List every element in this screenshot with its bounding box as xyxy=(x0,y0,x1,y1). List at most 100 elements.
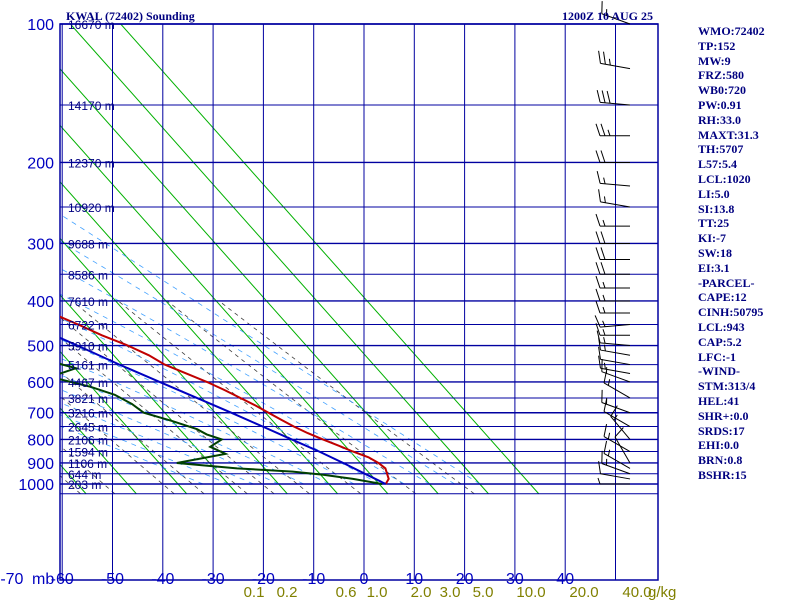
pressure-tick-label: 800 xyxy=(27,432,54,449)
index-14: KI:-7 xyxy=(698,231,726,246)
profile-line-2 xyxy=(60,336,387,485)
height-label: 1106 m xyxy=(68,457,107,471)
temperature-tick-label: -30 xyxy=(202,571,225,588)
moist-adiabat-line xyxy=(60,357,330,485)
index-28: EHI:0.0 xyxy=(698,438,740,453)
isotherm-line xyxy=(60,124,389,495)
temperature-tick-label: -50 xyxy=(101,571,124,588)
profile-line-0 xyxy=(60,315,390,485)
mixing-ratio-line xyxy=(218,300,475,495)
index-9: L57:5.4 xyxy=(698,157,737,172)
temperature-tick-label: -40 xyxy=(151,571,174,588)
height-label: 5910 m xyxy=(68,340,108,354)
temperature-tick-label: 40 xyxy=(556,571,574,588)
pressure-tick-label: 400 xyxy=(27,294,54,311)
wind-barb xyxy=(601,450,631,475)
mixing-ratio-line xyxy=(60,371,205,495)
index-5: PW:0.91 xyxy=(698,97,742,112)
wind-barb xyxy=(603,370,631,399)
height-label: 14170 m xyxy=(68,99,115,113)
wind-barb xyxy=(596,89,631,106)
mixing-ratio-label: 0.1 xyxy=(244,584,265,600)
height-label: 644 m xyxy=(68,468,101,482)
moist-adiabat-line xyxy=(60,267,430,485)
index-2: MW:9 xyxy=(698,53,731,68)
index-0: WMO:72402 xyxy=(698,24,765,38)
mixing-ratio-label: 0.6 xyxy=(336,584,357,600)
isotherm-line xyxy=(60,68,439,495)
pressure-isotherm-grid xyxy=(59,23,659,581)
wind-barb xyxy=(595,300,630,314)
wind-barb xyxy=(603,440,631,469)
index-7: MAXT:31.3 xyxy=(698,127,759,142)
index-30: BSHR:15 xyxy=(698,467,747,482)
index-21: CAP:5.2 xyxy=(698,334,742,349)
wind-barb xyxy=(598,337,631,356)
profile-lines xyxy=(60,315,390,485)
mixing-ratio-line xyxy=(60,395,175,495)
wind-barb xyxy=(610,405,631,440)
mixing-ratio-line xyxy=(60,337,248,495)
height-label: 1594 m xyxy=(68,446,108,460)
height-label: 16670 m xyxy=(68,18,115,32)
wind-barb xyxy=(595,288,630,302)
moist-adiabat-line xyxy=(60,213,481,485)
index-13: TT:25 xyxy=(698,216,730,231)
temperature-tick-label: 20 xyxy=(456,571,474,588)
mixing-ratio-label: 10.0 xyxy=(516,584,545,600)
wind-barb xyxy=(598,50,631,70)
isotherm-line xyxy=(120,24,540,495)
mixing-ratio-label: 1.0 xyxy=(367,584,388,600)
isotherm-line xyxy=(60,237,288,495)
index-15: SW:18 xyxy=(698,245,733,260)
index-8: TH:5707 xyxy=(698,142,744,157)
index-24: STM:313/4 xyxy=(698,379,756,394)
mixing-ratio-line xyxy=(60,445,115,495)
height-label: 9688 m xyxy=(68,237,108,251)
wind-barb xyxy=(598,346,631,366)
height-label: 6722 m xyxy=(68,318,108,332)
index-22: LFC:-1 xyxy=(698,349,736,364)
wind-barb xyxy=(601,1,631,25)
index-11: LI:5.0 xyxy=(698,186,730,201)
wind-barb xyxy=(596,330,631,347)
temperature-tick-label: 0 xyxy=(360,571,369,588)
index-12: SI:13.8 xyxy=(698,201,735,216)
isotherm-line xyxy=(0,24,36,494)
temperature-tick-label: 10 xyxy=(405,571,423,588)
moist-adiabat-line xyxy=(60,338,355,485)
index-6: RH:33.0 xyxy=(698,112,741,127)
moist-adiabat-line xyxy=(60,414,229,485)
x-unit-label: mb xyxy=(32,571,54,588)
temperature-tick-label: -20 xyxy=(252,571,275,588)
pressure-tick-label: 600 xyxy=(27,375,54,392)
temperature-tick-label: 30 xyxy=(506,571,524,588)
wind-barb xyxy=(595,247,630,260)
height-label: 12370 m xyxy=(68,156,115,170)
height-label: 7610 m xyxy=(68,295,108,309)
wind-barb xyxy=(594,315,631,328)
moist-adiabat-line xyxy=(60,402,254,485)
mixing-ratio-line xyxy=(117,300,361,495)
index-4: WB0:720 xyxy=(698,83,746,98)
pressure-tick-label: 100 xyxy=(27,17,54,34)
temperature-tick-label: -10 xyxy=(302,571,325,588)
sounding-title: KWAL (72402) Sounding xyxy=(66,9,195,23)
height-label: 2645 m xyxy=(68,421,108,435)
mixing-ratio-label: 0.2 xyxy=(277,584,298,600)
isotherm-line xyxy=(60,181,338,495)
index-17: -PARCEL- xyxy=(698,275,755,290)
mixing-ratio-unit: g/kg xyxy=(648,584,676,600)
wind-barb xyxy=(595,231,630,244)
height-label: 203 m xyxy=(68,478,101,492)
height-label: 10920 m xyxy=(68,201,115,215)
mixing-ratio-label: 20.0 xyxy=(569,584,598,600)
pressure-tick-label: 1000 xyxy=(18,477,54,494)
stability-indices: WMO:72402 TP:152 MW:9 FRZ:580 WB0:720 PW:0.91… xyxy=(698,24,765,483)
pressure-tick-label: 900 xyxy=(27,456,54,473)
index-25: HEL:41 xyxy=(698,393,740,408)
index-20: LCL:943 xyxy=(698,319,745,334)
pressure-tick-label: 200 xyxy=(27,155,54,172)
